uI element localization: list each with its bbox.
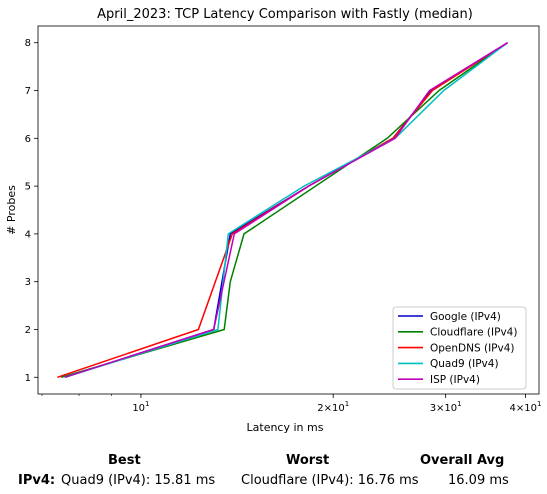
y-tick-label: 4 [25, 229, 31, 240]
y-tick-label: 5 [25, 182, 31, 193]
row-label-ipv4: IPv4: [18, 473, 56, 488]
legend-label-opendns-ipv4: OpenDNS (IPv4) [430, 342, 515, 354]
best-header: Best [108, 453, 141, 468]
x-axis: 101 2×101 3×101 4×101 [41, 394, 541, 414]
y-tick-label: 3 [25, 277, 31, 288]
y-tick-label: 8 [25, 38, 31, 49]
x-tick-label: 3×101 [430, 400, 462, 414]
overall-avg-header: Overall Avg [420, 453, 505, 468]
legend-box [392, 306, 527, 390]
y-tick-label: 7 [25, 86, 31, 97]
worst-value: Cloudflare (IPv4): 16.76 ms [241, 473, 419, 488]
chart-title: April_2023: TCP Latency Comparison with … [97, 7, 473, 22]
y-tick-label: 6 [25, 134, 31, 145]
overall-avg-value: 16.09 ms [448, 473, 509, 488]
series-lines [57, 42, 509, 379]
x-tick-label: 2×101 [317, 400, 349, 414]
series-line-cloudflare-ipv4 [60, 42, 509, 379]
legend-label-cloudflare-ipv4: Cloudflare (IPv4) [430, 327, 517, 339]
y-axis-title: # Probes [5, 185, 18, 235]
best-value: Quad9 (IPv4): 15.81 ms [61, 473, 216, 488]
legend: Google (IPv4) Cloudflare (IPv4) OpenDNS (I… [392, 306, 527, 390]
legend-label-isp-ipv4: ISP (IPv4) [430, 374, 480, 386]
y-tick-label: 1 [25, 373, 31, 384]
latency-chart: April_2023: TCP Latency Comparison with … [5, 7, 541, 434]
y-axis: 1 2 3 4 5 6 7 8 [25, 38, 38, 384]
x-tick-label: 101 [132, 400, 149, 414]
legend-label-quad9-ipv4: Quad9 (IPv4) [430, 358, 499, 370]
summary-panel: Best Worst Overall Avg IPv4: Quad9 (IPv4… [0, 446, 547, 494]
series-line-quad9-ipv4 [64, 42, 509, 379]
series-line-isp-ipv4 [64, 42, 508, 379]
legend-label-google-ipv4: Google (IPv4) [430, 311, 501, 323]
x-tick-label: 4×101 [509, 400, 541, 414]
y-tick-label: 2 [25, 325, 31, 336]
worst-header: Worst [286, 453, 330, 468]
x-axis-title: Latency in ms [247, 421, 324, 434]
